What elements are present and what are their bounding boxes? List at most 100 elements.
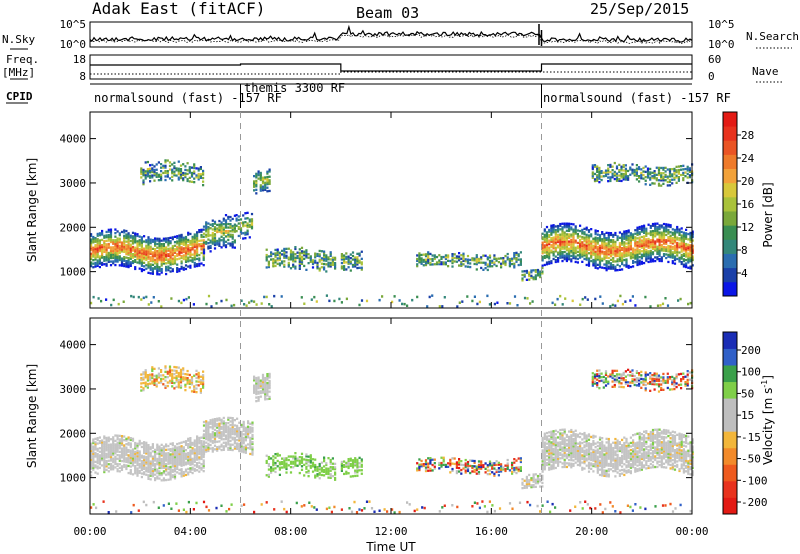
heatmap-cell xyxy=(561,229,564,232)
heatmap-cell xyxy=(178,472,181,475)
heatmap-cell xyxy=(343,265,346,268)
heatmap-cell xyxy=(464,458,467,462)
heatmap-cell xyxy=(196,453,199,456)
heatmap-cell xyxy=(240,430,243,434)
heatmap-cell xyxy=(563,240,566,243)
heatmap-cell xyxy=(497,474,500,477)
heatmap-cell xyxy=(521,478,524,481)
heatmap-cell xyxy=(205,233,208,236)
heatmap-cell xyxy=(156,250,159,253)
heatmap-cell xyxy=(636,230,639,233)
heatmap-cell xyxy=(521,279,524,282)
heatmap-cell xyxy=(94,460,97,463)
heatmap-cell xyxy=(559,222,562,226)
heatmap-cell xyxy=(568,243,571,247)
heatmap-cell xyxy=(554,259,557,262)
heatmap-cell xyxy=(193,253,196,256)
heatmap-cell xyxy=(165,454,168,457)
heatmap-cell xyxy=(616,238,619,242)
heatmap-cell xyxy=(158,463,161,466)
heatmap-cell xyxy=(218,431,221,434)
heatmap-cell xyxy=(264,382,267,385)
heatmap-cell xyxy=(98,232,101,235)
heatmap-cell xyxy=(98,466,101,469)
heatmap-cell xyxy=(620,169,623,172)
heatmap-cell xyxy=(94,263,97,266)
heatmap-cell xyxy=(360,263,363,266)
heatmap-cell xyxy=(171,463,174,466)
heatmap-cell xyxy=(449,464,452,467)
heatmap-cell xyxy=(660,235,663,238)
heatmap-cell xyxy=(134,441,137,445)
heatmap-cell xyxy=(98,248,101,251)
heatmap-cell xyxy=(193,240,196,243)
heatmap-cell xyxy=(466,265,470,268)
heatmap-cell xyxy=(601,247,604,250)
heatmap-cell xyxy=(96,252,99,255)
heatmap-cell xyxy=(94,238,97,242)
heatmap-cell xyxy=(609,251,613,254)
heatmap-cell xyxy=(96,259,99,262)
heatmap-cell xyxy=(496,301,499,304)
heatmap-cell xyxy=(651,171,654,174)
heatmap-cell xyxy=(109,462,113,466)
heatmap-cell xyxy=(585,242,588,245)
heatmap-cell xyxy=(162,253,165,256)
heatmap-cell xyxy=(442,261,445,264)
heatmap-cell xyxy=(134,255,137,258)
heatmap-cell xyxy=(131,261,135,265)
heatmap-cell xyxy=(460,472,463,475)
heatmap-cell xyxy=(418,463,421,466)
heatmap-cell xyxy=(127,264,130,267)
heatmap-cell xyxy=(248,301,251,304)
heatmap-cell xyxy=(242,447,245,450)
heatmap-cell xyxy=(127,234,130,237)
heatmap-cell xyxy=(187,443,190,446)
heatmap-cell xyxy=(134,443,137,446)
heatmap-cell xyxy=(563,243,566,247)
heatmap-cell xyxy=(158,477,161,480)
heatmap-cell xyxy=(131,237,135,240)
heatmap-cell xyxy=(196,469,199,472)
heatmap-cell xyxy=(107,459,110,462)
heatmap-cell xyxy=(447,465,450,468)
heatmap-cell xyxy=(193,453,196,456)
heatmap-cell xyxy=(242,426,245,429)
heatmap-cell xyxy=(561,231,564,234)
heatmap-cell xyxy=(334,476,337,480)
heatmap-cell xyxy=(198,262,201,265)
heatmap-cell xyxy=(242,232,245,235)
heatmap-cell xyxy=(356,464,359,467)
heatmap-cell xyxy=(188,176,191,179)
heatmap-cell xyxy=(585,239,588,242)
heatmap-cell xyxy=(257,383,260,386)
heatmap-cell xyxy=(227,427,230,430)
heatmap-cell xyxy=(311,470,315,473)
heatmap-cell xyxy=(614,265,617,268)
heatmap-cell xyxy=(493,462,496,465)
heatmap-cell xyxy=(519,260,522,263)
heatmap-cell xyxy=(583,252,586,255)
heatmap-cell xyxy=(259,177,262,180)
heatmap-cell xyxy=(615,179,619,182)
heatmap-cell xyxy=(131,256,135,259)
heatmap-cell xyxy=(247,429,250,432)
heatmap-cell xyxy=(422,463,425,466)
heatmap-cell xyxy=(127,251,130,254)
heatmap-cell xyxy=(184,259,188,262)
heatmap-cell xyxy=(480,460,483,463)
heatmap-cell xyxy=(621,302,624,306)
heatmap-cell xyxy=(502,262,505,265)
heatmap-cell xyxy=(155,173,158,177)
heatmap-cell xyxy=(266,373,269,376)
heatmap-cell xyxy=(261,182,265,185)
heatmap-cell xyxy=(257,381,260,385)
heatmap-cell xyxy=(534,277,537,281)
heatmap-cell xyxy=(220,239,223,242)
heatmap-cell xyxy=(570,251,573,254)
heatmap-cell xyxy=(671,242,674,245)
heatmap-cell xyxy=(519,261,522,265)
heatmap-cell xyxy=(231,432,234,436)
heatmap-cell xyxy=(268,189,271,193)
heatmap-cell xyxy=(669,252,672,255)
